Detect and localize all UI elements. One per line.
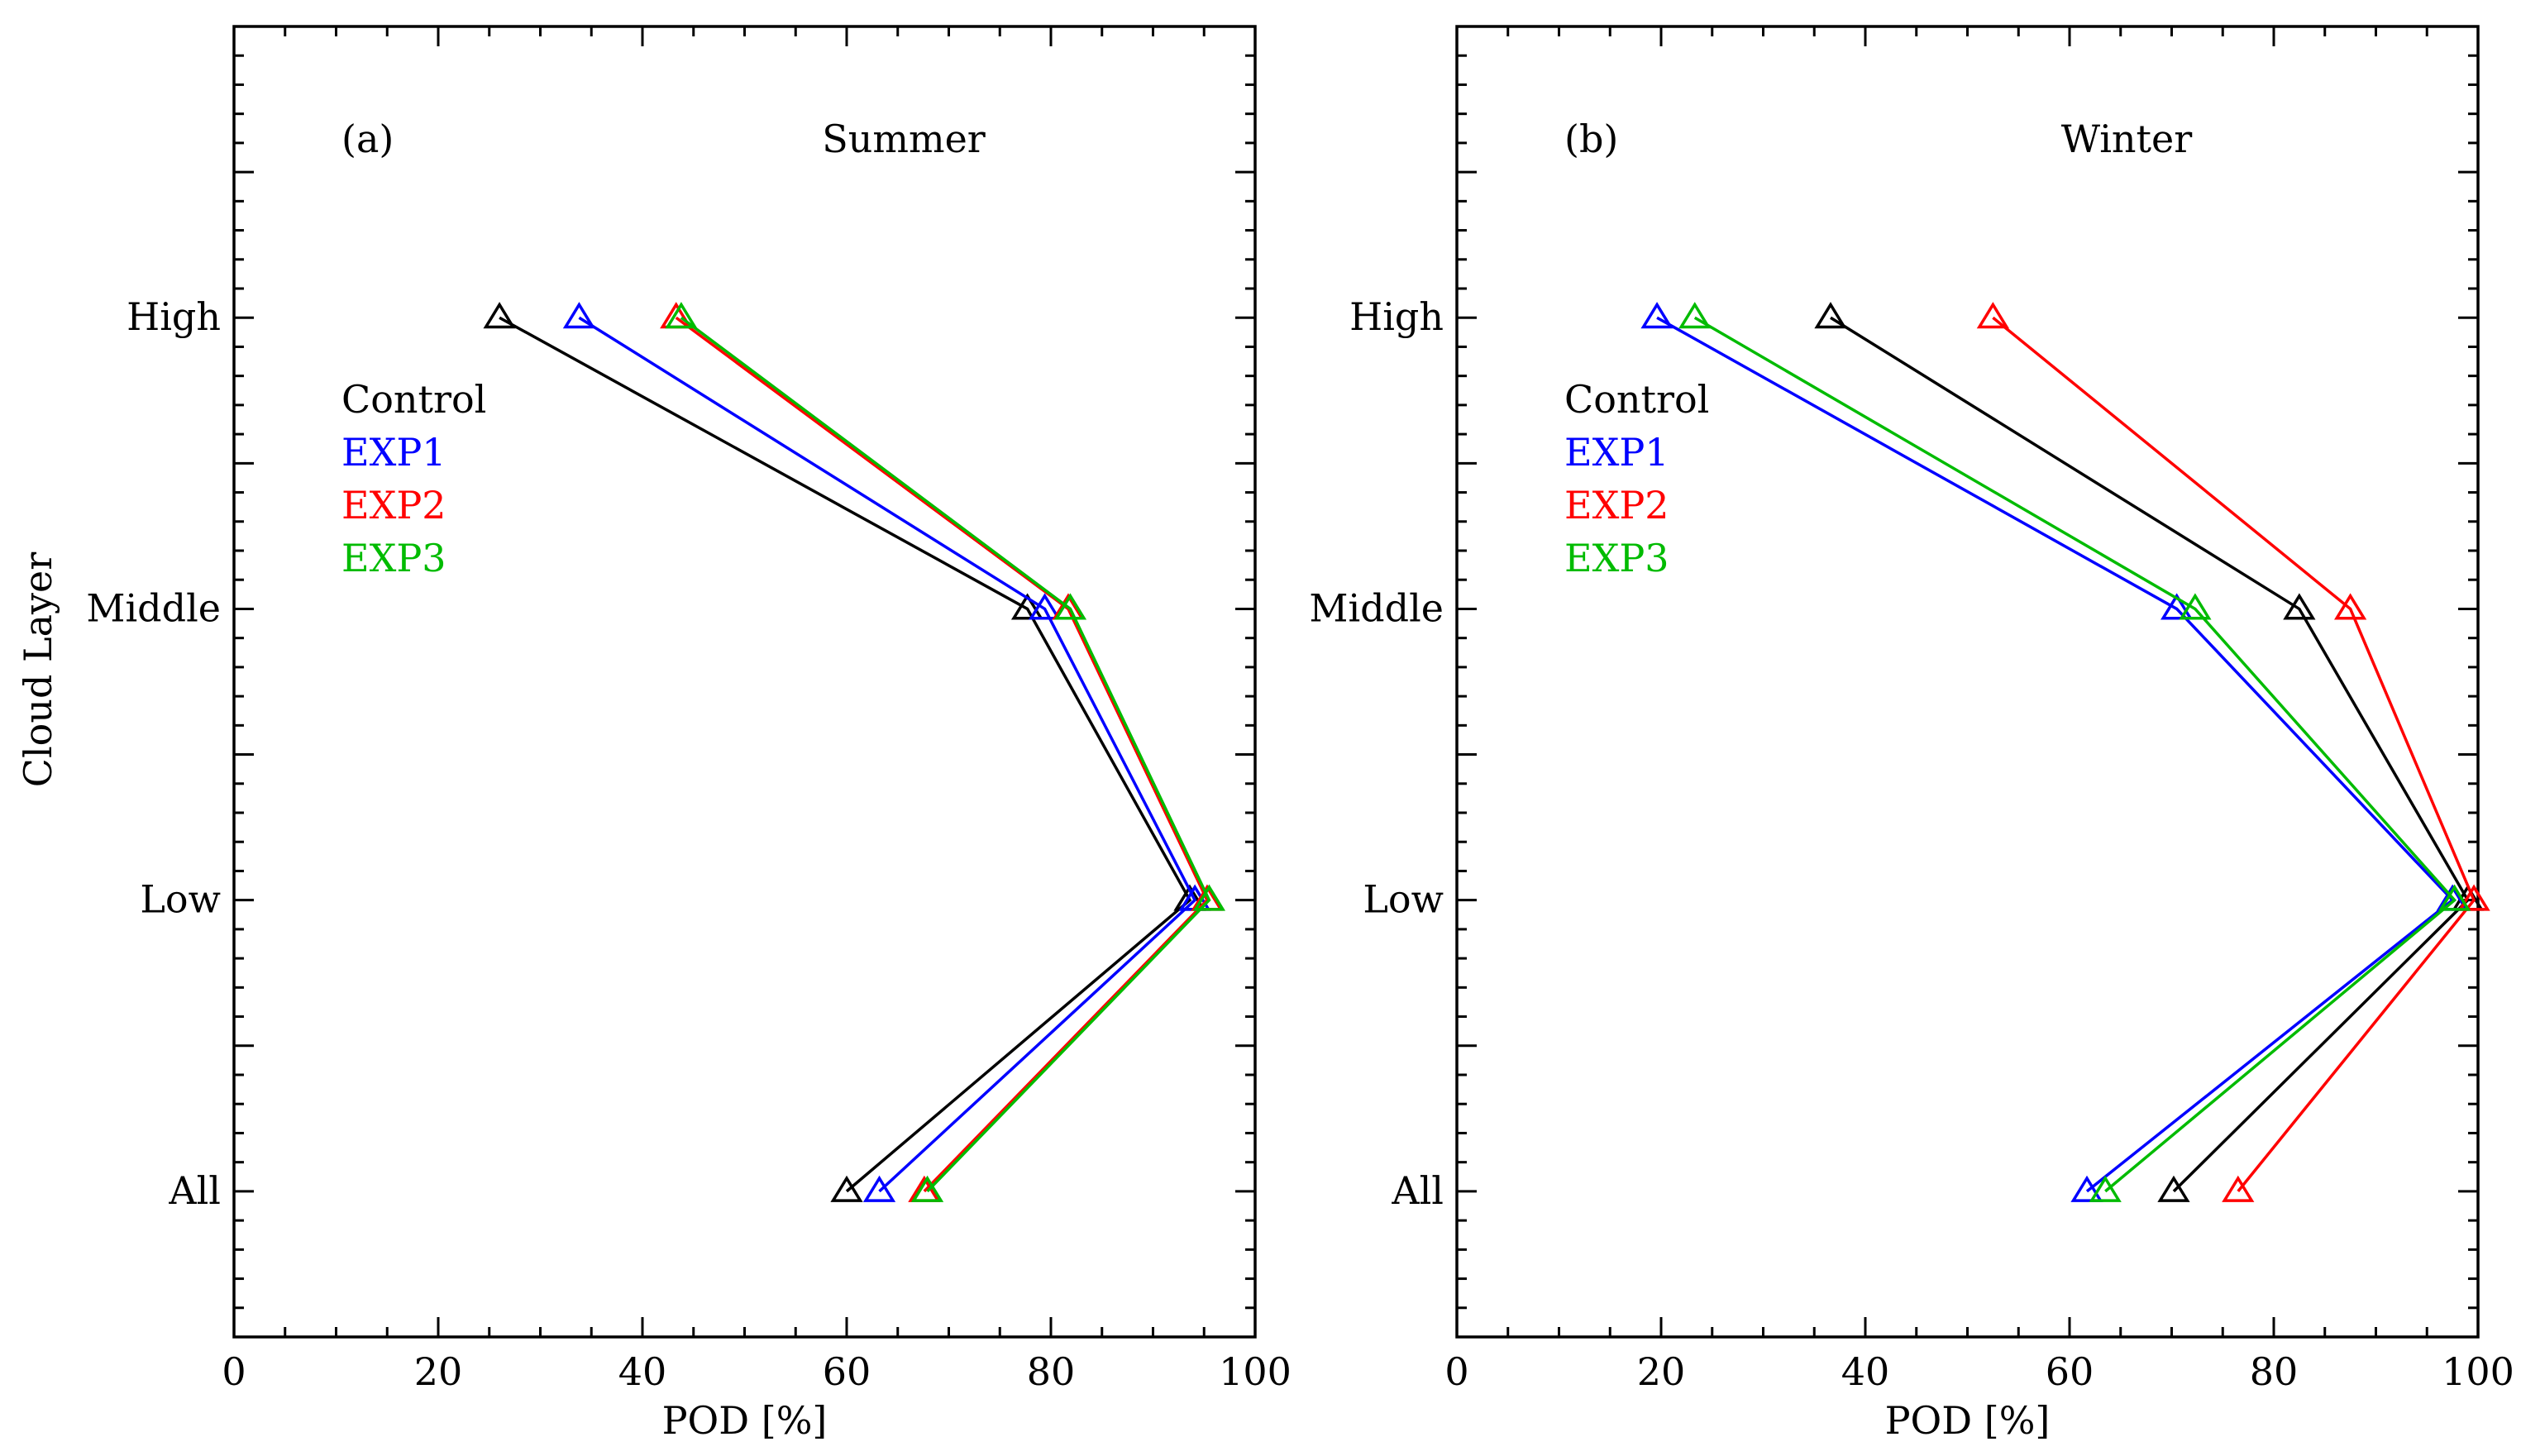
data-point-marker (2157, 1175, 2190, 1202)
legend-entry: Control (341, 377, 486, 422)
data-point-marker (2222, 1175, 2255, 1202)
data-point-marker (862, 1175, 896, 1202)
x-tick-label: 0 (222, 1349, 246, 1394)
legend: Control EXP1 EXP2 EXP3 (341, 377, 486, 580)
data-point-marker (562, 302, 596, 329)
plot-frame (1455, 25, 2480, 1339)
series-exp2 (1976, 302, 2490, 1202)
legend-entry: EXP1 (341, 430, 446, 475)
y-category-label: High (1349, 294, 1444, 339)
data-point-marker (1976, 302, 2009, 329)
series-exp1 (562, 302, 1211, 1202)
legend: Control EXP1 EXP2 EXP3 (1564, 377, 1709, 580)
panel-winter: 0 20 40 60 80 100 POD [%] High Middle Low All (b) Wi… (1309, 25, 2514, 1443)
data-point-marker (1010, 593, 1044, 620)
x-tick-label: 80 (1027, 1349, 1076, 1394)
data-point-marker (1028, 593, 1062, 620)
x-tick-label: 20 (1637, 1349, 1686, 1394)
x-axis-title: POD [%] (662, 1398, 828, 1443)
y-category-label: Middle (86, 585, 221, 630)
legend-entry: EXP1 (1564, 430, 1669, 475)
panel-tag: (a) (341, 117, 394, 161)
series-line (578, 316, 1197, 1193)
y-category-label: All (1391, 1168, 1444, 1213)
data-point-marker (2179, 593, 2212, 620)
data-point-marker (1814, 302, 1847, 329)
data-point-marker (2283, 593, 2316, 620)
data-point-marker (1640, 302, 1674, 329)
data-point-marker (665, 302, 698, 329)
y-category-label: Low (140, 877, 221, 922)
legend-entry: EXP2 (1564, 483, 1669, 528)
series-exp1 (1640, 302, 2469, 1202)
data-point-marker (1053, 593, 1087, 620)
series-line (1830, 316, 2470, 1193)
y-axis-title: Cloud Layer (16, 552, 60, 787)
legend-entry: EXP3 (1564, 536, 1669, 580)
series-line (499, 316, 1192, 1193)
legend-entry: Control (1564, 377, 1709, 422)
legend-entry: EXP3 (341, 536, 446, 580)
legend-entry: EXP2 (341, 483, 446, 528)
y-category-label: High (127, 294, 221, 339)
data-point-marker (910, 1175, 944, 1202)
series-control (1814, 302, 2485, 1202)
x-tick-label: 100 (2442, 1349, 2514, 1394)
panel-title: Summer (822, 117, 986, 161)
series-exp2 (660, 302, 1224, 1202)
panel-title: Winter (2061, 117, 2193, 161)
panel-tag: (b) (1564, 117, 1618, 161)
series-line (1992, 316, 2476, 1192)
x-tick-label: 60 (2046, 1349, 2094, 1394)
data-point-marker (1192, 884, 1226, 911)
data-point-marker (2437, 884, 2471, 911)
x-tick-label: 80 (2250, 1349, 2299, 1394)
y-category-label: All (168, 1168, 221, 1213)
data-point-marker (2089, 1175, 2122, 1202)
series-line (675, 316, 1210, 1193)
data-point-marker (2334, 593, 2367, 620)
x-tick-label: 40 (1841, 1349, 1890, 1394)
series-line (680, 316, 1211, 1193)
series-control (483, 302, 1206, 1202)
x-tick-label: 0 (1444, 1349, 1468, 1394)
data-point-marker (2457, 884, 2490, 911)
series-exp3 (665, 302, 1226, 1202)
y-category-label: Middle (1309, 585, 1444, 630)
data-point-marker (2161, 593, 2194, 620)
y-category-label: Low (1363, 877, 1444, 922)
x-tick-label: 40 (618, 1349, 667, 1394)
x-tick-label: 60 (823, 1349, 871, 1394)
data-point-marker (1678, 302, 1712, 329)
series-line (1693, 316, 2457, 1193)
series-line (1656, 316, 2455, 1193)
x-tick-label: 100 (1219, 1349, 1292, 1394)
panel-summer: 0 20 40 60 80 100 POD [%] High Middle Low All (a) Su… (86, 25, 1292, 1443)
series-exp3 (1678, 302, 2471, 1202)
data-point-marker (483, 302, 516, 329)
x-axis-title: POD [%] (1885, 1398, 2051, 1443)
data-point-marker (830, 1175, 863, 1202)
x-tick-label: 20 (414, 1349, 463, 1394)
data-point-marker (2070, 1175, 2103, 1202)
